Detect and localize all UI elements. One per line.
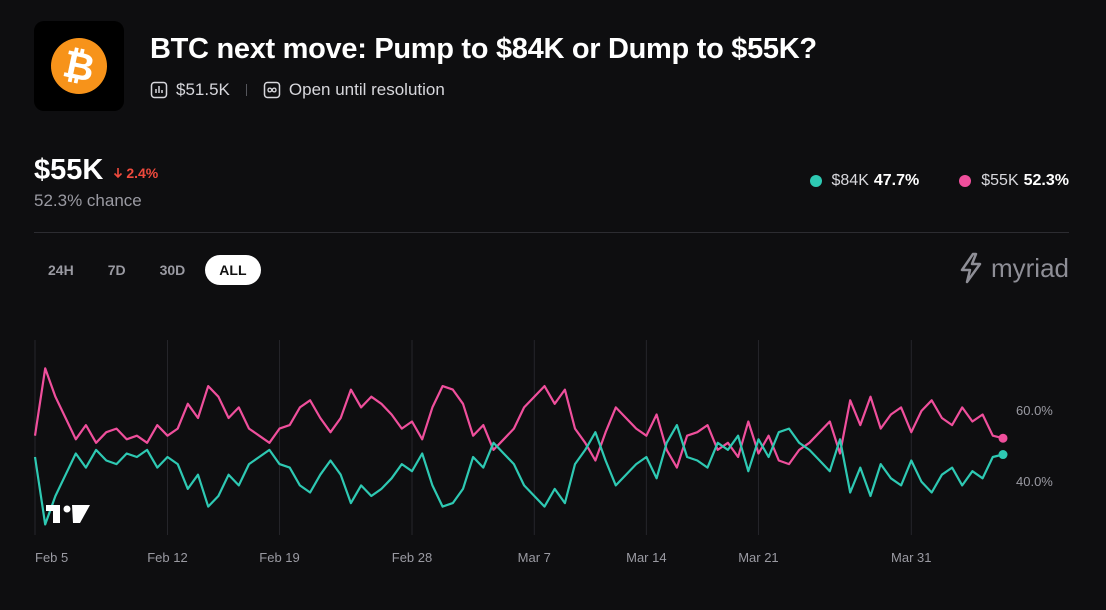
- infinity-icon: [263, 81, 281, 99]
- bitcoin-icon: ₿: [45, 32, 113, 100]
- section-divider: [34, 232, 1069, 233]
- price-change-value: 2.4%: [126, 165, 159, 181]
- tradingview-watermark-icon: [46, 505, 90, 523]
- x-tick-label: Mar 21: [738, 550, 778, 565]
- arrow-down-icon: [114, 168, 123, 179]
- legend-dot-55k: [959, 175, 972, 187]
- legend-item-55k: $55K 52.3%: [959, 172, 1069, 190]
- x-tick-label: Mar 7: [518, 550, 551, 565]
- probability-chart: Feb 5 Feb 12 Feb 19 Feb 28 Mar 7 Mar 14 Mar 21…: [33, 340, 1053, 565]
- legend-value: 47.7%: [873, 172, 920, 189]
- volume-value: $51.5K: [176, 80, 230, 99]
- series-line-84k: [33, 424, 1004, 526]
- price-summary: $55K 2.4% 52.3% chance: [34, 154, 158, 211]
- legend-label: $84K: [831, 172, 869, 189]
- legend-dot-84k: [809, 175, 822, 187]
- x-tick-label: Feb 28: [392, 550, 432, 565]
- range-30d-button[interactable]: 30D: [146, 255, 200, 285]
- y-tick-label: 40.0%: [1016, 474, 1053, 489]
- myriad-logo-icon: [960, 252, 982, 284]
- range-24h-button[interactable]: 24H: [34, 255, 88, 285]
- brand-logo: myriad: [957, 252, 1069, 284]
- x-tick-label: Mar 31: [891, 550, 931, 565]
- series-line-55k: [33, 367, 1004, 469]
- market-title: BTC next move: Pump to $84K or Dump to $…: [150, 33, 817, 65]
- range-all-button[interactable]: ALL: [205, 255, 261, 285]
- series-end-point: [998, 433, 1008, 443]
- time-range-selector: 24H 7D 30D ALL: [34, 255, 267, 285]
- brand-name: myriad: [990, 252, 1069, 283]
- market-logo: ₿: [34, 21, 124, 111]
- x-tick-label: Feb 12: [147, 550, 187, 565]
- market-meta: $51.5K Open until resolution: [150, 80, 445, 100]
- legend-value: 52.3%: [1023, 172, 1069, 189]
- legend: $84K 47.7% $55K 52.3%: [770, 172, 1069, 190]
- market-status: Open until resolution: [288, 80, 445, 99]
- x-tick-label: Mar 14: [626, 550, 666, 565]
- range-7d-button[interactable]: 7D: [94, 255, 140, 285]
- volume-icon: [150, 81, 168, 99]
- x-tick-label: Feb 5: [35, 550, 68, 565]
- x-tick-label: Feb 19: [259, 550, 299, 565]
- price-change: 2.4%: [113, 165, 158, 181]
- current-outcome-price: $55K: [34, 154, 104, 186]
- y-tick-label: 60.0%: [1016, 403, 1053, 418]
- chance-label: 52.3% chance: [34, 191, 142, 210]
- meta-divider: [245, 84, 247, 96]
- legend-item-84k: $84K 47.7%: [809, 172, 920, 190]
- legend-label: $55K: [981, 172, 1019, 189]
- series-end-point: [998, 450, 1008, 460]
